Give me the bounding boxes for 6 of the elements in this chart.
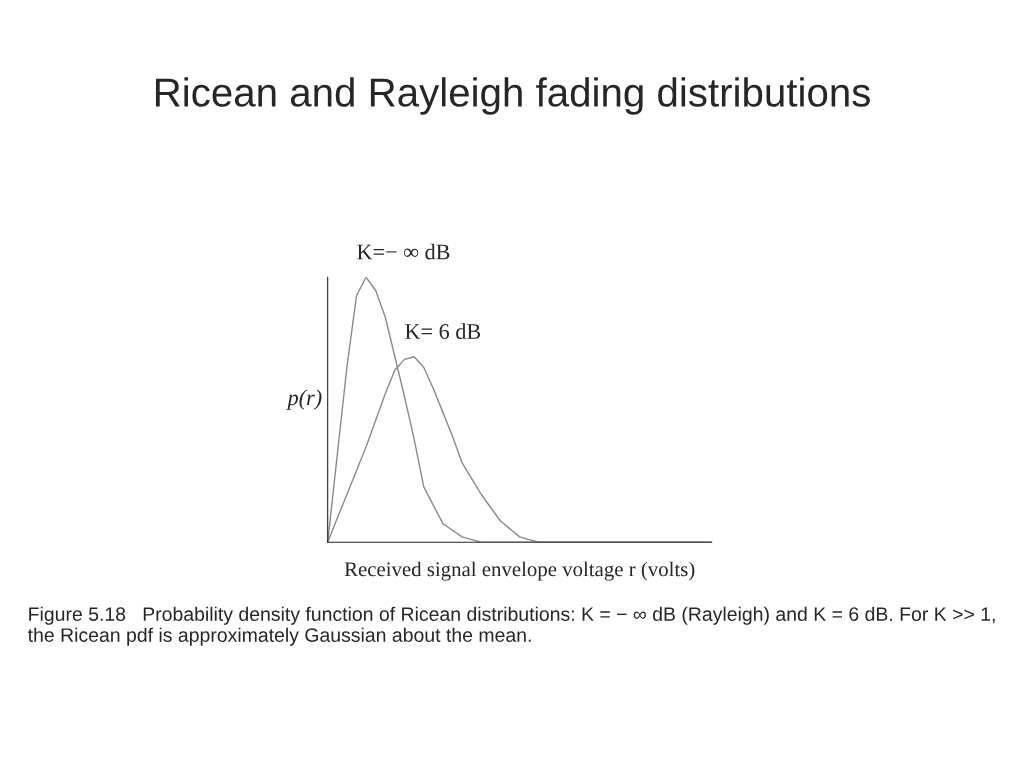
- x-axis-title: Received signal envelope voltage r (volts): [344, 561, 695, 581]
- chart-title: Ricean and Rayleigh fading distributions: [155, 77, 870, 115]
- series-label: K= 6 dB: [405, 323, 481, 339]
- caption: Figure 5.18 Probability density function of Ricean distributions: K = − ∞ dB (Rayleigh) and K = 6 dB. For K >> 1, the Ricean pdf is approximately Gaussian about the mean.: [27, 606, 995, 646]
- series-label: K=− ∞ dB: [357, 243, 450, 260]
- y-axis-title: p(r): [286, 389, 322, 410]
